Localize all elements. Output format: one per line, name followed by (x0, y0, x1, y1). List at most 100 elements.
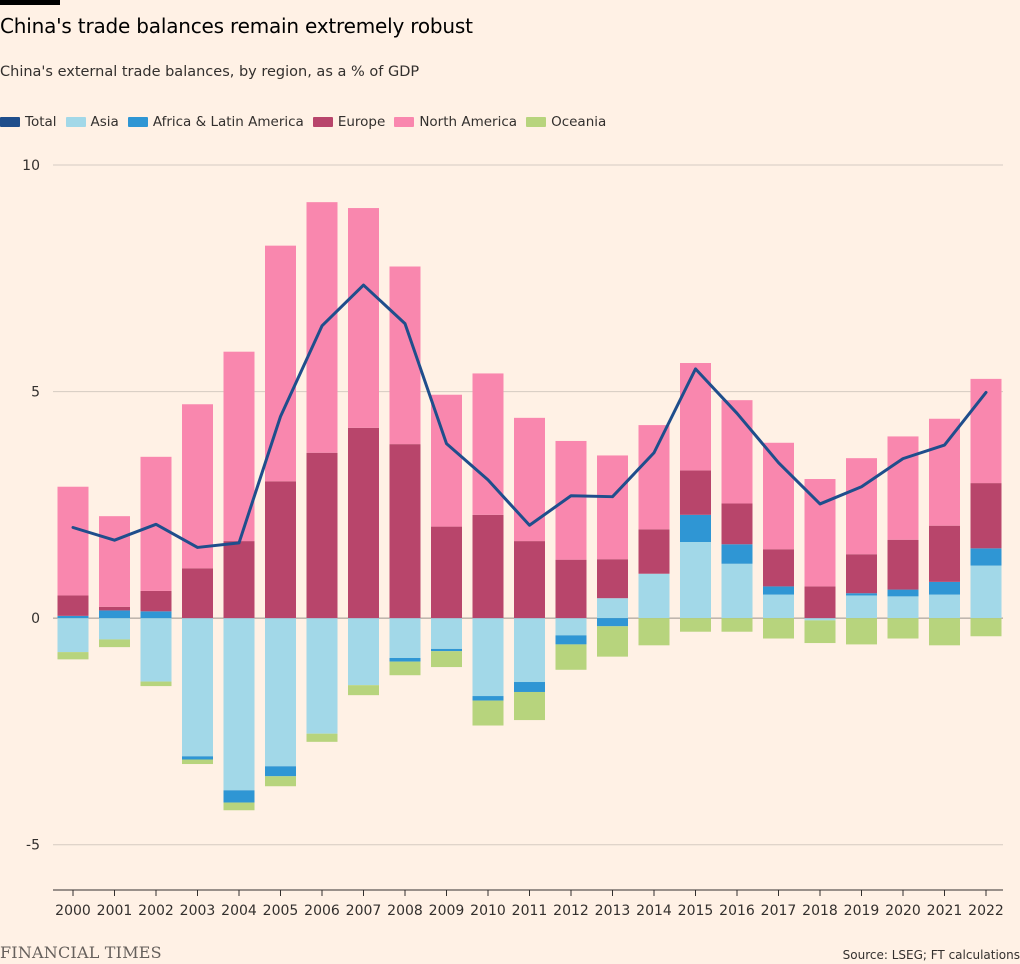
bar-africa-latin-america-2010 (472, 696, 504, 701)
bar-asia-2004 (223, 618, 255, 791)
bar-asia-2013 (597, 598, 628, 619)
bar-europe-2021 (929, 525, 960, 582)
bar-africa-latin-america-2003 (182, 756, 213, 760)
x-tick-label: 2004 (221, 903, 257, 919)
ft-logo: FINANCIAL TIMES (0, 943, 162, 962)
bar-oceania-2007 (348, 685, 379, 696)
bar-oceania-2021 (929, 618, 960, 646)
bar-oceania-2001 (99, 639, 130, 648)
bar-asia-2011 (514, 618, 545, 683)
bar-north-america-2000 (57, 486, 89, 596)
bar-europe-2014 (638, 529, 670, 574)
source-note: Source: LSEG; FT calculations (842, 948, 1020, 962)
bar-africa-latin-america-2015 (680, 514, 711, 542)
total-line (71, 283, 988, 549)
bar-asia-2000 (57, 618, 89, 653)
bar-asia-2015 (680, 542, 711, 619)
bar-africa-latin-america-2011 (514, 682, 545, 692)
bar-europe-2010 (472, 514, 504, 619)
bar-north-america-2019 (846, 458, 877, 555)
bar-asia-2003 (182, 618, 213, 757)
bar-oceania-2019 (846, 618, 877, 645)
bar-asia-2007 (348, 618, 379, 686)
bar-north-america-2017 (763, 442, 794, 550)
bar-north-america-2005 (265, 245, 296, 482)
x-tick-label: 2017 (761, 903, 797, 919)
x-tick-label: 2015 (678, 903, 714, 919)
bar-asia-2010 (472, 618, 504, 697)
x-tick-label: 2013 (595, 903, 631, 919)
bar-asia-2018 (804, 618, 836, 621)
bar-asia-2005 (265, 618, 296, 767)
bar-oceania-2008 (389, 661, 421, 676)
x-tick-label: 2007 (346, 903, 382, 919)
bar-europe-2018 (804, 586, 836, 619)
bar-europe-2012 (555, 559, 587, 619)
bar-oceania-2004 (223, 802, 255, 811)
bar-africa-latin-america-2021 (929, 581, 960, 595)
bar-europe-2001 (99, 606, 130, 611)
bar-oceania-2013 (597, 626, 628, 657)
x-tick-label: 2009 (429, 903, 465, 919)
bar-europe-2003 (182, 568, 213, 619)
bar-europe-2013 (597, 559, 628, 599)
bar-europe-2020 (887, 539, 919, 590)
legend-label-africa-latin-america: Africa & Latin America (152, 114, 304, 130)
legend-label-oceania: Oceania (551, 114, 607, 130)
x-tick-label: 2012 (553, 903, 589, 919)
bar-asia-2006 (306, 618, 338, 734)
bar-north-america-2011 (514, 417, 545, 542)
bar-africa-latin-america-2001 (99, 610, 130, 619)
y-tick-label: 0 (31, 611, 40, 627)
bar-oceania-2002 (140, 681, 172, 687)
bar-north-america-2020 (887, 436, 919, 540)
bar-africa-latin-america-2008 (389, 658, 421, 662)
bar-oceania-2009 (431, 651, 462, 668)
legend-swatch-asia (65, 117, 86, 127)
legend-item-asia: Asia (65, 114, 119, 130)
legend-item-north-america: North America (394, 114, 517, 130)
bar-africa-latin-america-2017 (763, 586, 794, 595)
bar-africa-latin-america-2022 (970, 548, 1002, 566)
bar-asia-2016 (721, 563, 753, 619)
bar-asia-2022 (970, 565, 1002, 619)
bar-europe-2005 (265, 481, 296, 619)
legend-label-asia: Asia (90, 114, 119, 130)
bar-north-america-2012 (555, 440, 587, 560)
chart-legend: Total Asia Africa & Latin America Europe… (0, 114, 615, 130)
bar-europe-2011 (514, 541, 545, 619)
bar-africa-latin-america-2019 (846, 593, 877, 596)
bar-africa-latin-america-2000 (57, 615, 89, 619)
bar-north-america-2013 (597, 455, 628, 560)
bar-europe-2006 (306, 452, 338, 619)
bar-oceania-2000 (57, 652, 89, 660)
legend-label-europe: Europe (337, 114, 386, 130)
bar-north-america-2007 (348, 208, 379, 428)
bar-asia-2012 (555, 618, 587, 636)
x-tick-label: 2018 (802, 903, 838, 919)
bar-oceania-2020 (887, 618, 919, 639)
bar-asia-2009 (431, 618, 462, 649)
x-tick-label: 2001 (97, 903, 133, 919)
y-tick-label: -5 (26, 838, 40, 854)
bar-europe-2017 (763, 549, 794, 587)
bar-oceania-2011 (514, 691, 545, 721)
x-tick-label: 2011 (512, 903, 548, 919)
bar-europe-2016 (721, 503, 753, 545)
bar-north-america-2014 (638, 425, 670, 530)
bar-oceania-2005 (265, 776, 296, 787)
bar-asia-2014 (638, 573, 670, 619)
bar-africa-latin-america-2009 (431, 648, 462, 652)
bar-asia-2019 (846, 595, 877, 619)
x-tick-label: 2000 (55, 903, 91, 919)
legend-item-europe: Europe (312, 114, 386, 130)
bar-oceania-2017 (763, 618, 794, 639)
x-tick-label: 2005 (263, 903, 299, 919)
bar-asia-2020 (887, 596, 919, 619)
bar-europe-2002 (140, 590, 172, 612)
bar-africa-latin-america-2002 (140, 611, 172, 619)
x-tick-label: 2021 (927, 903, 963, 919)
legend-swatch-north-america (394, 117, 415, 127)
legend-label-north-america: North America (419, 114, 518, 130)
bar-africa-latin-america-2013 (597, 618, 628, 627)
